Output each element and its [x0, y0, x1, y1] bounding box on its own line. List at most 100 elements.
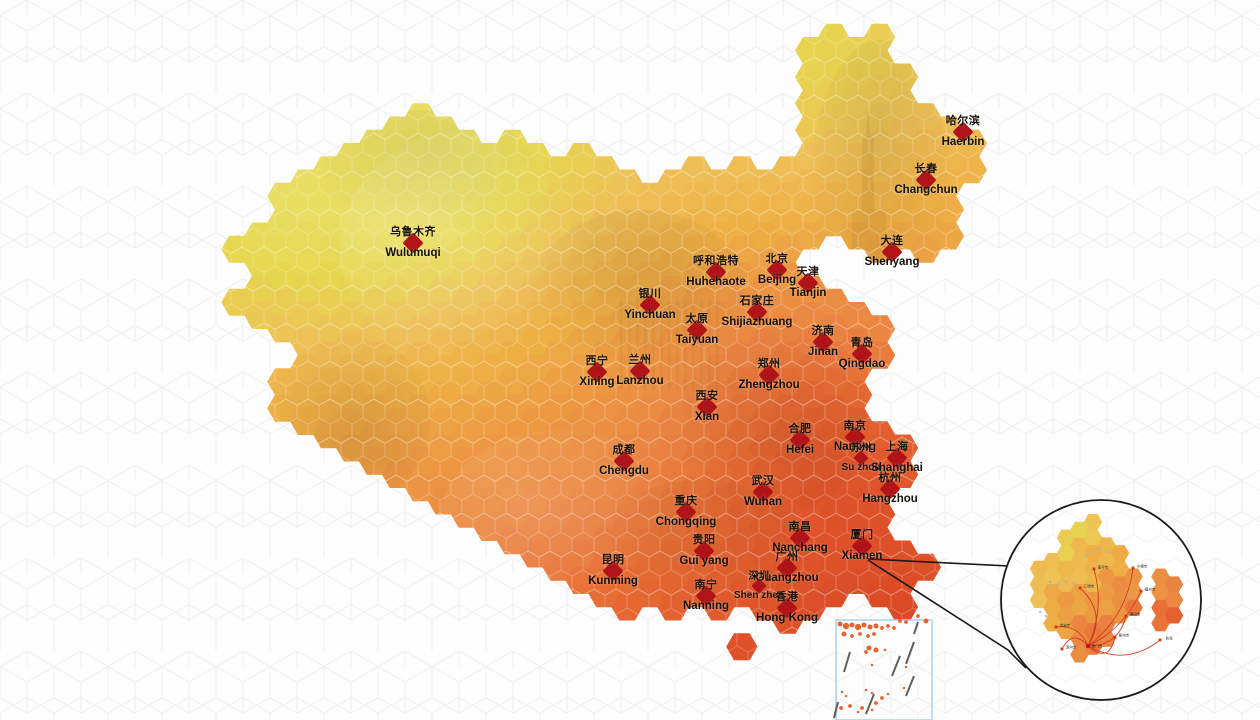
inset-hex-tile [1083, 623, 1103, 640]
sea-islet-dot [864, 688, 868, 692]
inset-hex-tile [1097, 599, 1116, 616]
sea-islet-dot [850, 634, 854, 638]
inset-flow-arc [1061, 637, 1089, 650]
inset-hex-tile [1070, 615, 1089, 632]
inset-flow-arc [1087, 590, 1142, 647]
inset-hex-tile [1070, 552, 1089, 569]
inset-hex-tile [1151, 599, 1170, 616]
sea-islet-dot [874, 701, 878, 705]
sea-islet-dot [880, 626, 884, 630]
inset-flow-arc [1055, 626, 1089, 647]
inset-flow-arc [1087, 615, 1127, 647]
inset-hex-tile [1097, 537, 1116, 554]
inset-hex-tile [1070, 646, 1089, 663]
inset-hex-tile [1056, 607, 1076, 624]
sea-boundary-dash [891, 655, 901, 677]
sea-islet-dot [872, 632, 876, 636]
sea-islet-dot [880, 696, 884, 700]
inset-dest-marker [1131, 566, 1135, 570]
sea-islet-dot [916, 614, 920, 618]
sea-islet-dot [873, 647, 879, 653]
inset-dest-marker [1113, 635, 1117, 639]
inset-hex-tile [1097, 552, 1116, 569]
inset-hex-tile [1164, 591, 1184, 608]
inset-hex-tile [1043, 568, 1062, 585]
inset-hex-tile [1083, 529, 1103, 546]
sea-islet-dot [867, 624, 873, 630]
sea-islet-dot [864, 650, 868, 654]
sea-islet-dot [861, 622, 867, 628]
inset-dest-marker [1078, 586, 1082, 590]
inset-hex-tile [1056, 591, 1076, 608]
inset-hex-tile [1070, 537, 1089, 554]
inset-hex-tile [1110, 576, 1130, 593]
inset-dest-marker [1158, 638, 1162, 642]
sea-islet-dot [866, 634, 870, 638]
inset-hex-tile [1097, 615, 1116, 632]
sea-islet-dot [870, 708, 874, 712]
callout-connector-bottom [867, 559, 1027, 669]
inset-hex-tile [1110, 560, 1130, 577]
inset-hex-tile [1164, 607, 1184, 624]
sea-islet-dot [854, 623, 862, 631]
inset-dest-marker [1054, 625, 1058, 629]
inset-hex-tile [1083, 513, 1103, 531]
sea-boundary-dash [905, 641, 915, 665]
sea-islet-dot [866, 645, 872, 651]
sea-inset-box [835, 619, 933, 720]
sea-islet-dot [849, 622, 855, 628]
inset-hex-tile [1110, 591, 1130, 608]
sea-islet-dot [892, 626, 896, 630]
sea-boundary-dash [833, 701, 839, 719]
inset-hex-tile [1151, 615, 1170, 632]
inset-hex-tile [1056, 529, 1076, 546]
sea-islet-dot [904, 665, 908, 669]
inset-dest-marker [1060, 647, 1064, 651]
sea-islet-dot [886, 692, 890, 696]
inset-hex-tile [1083, 591, 1103, 608]
inset-dest-marker [1092, 567, 1096, 571]
sea-islet-dot [840, 690, 844, 694]
inset-hex-tile [1083, 545, 1103, 562]
sea-boundary-dash [843, 651, 851, 673]
inset-hex-field [1002, 501, 1200, 699]
inset-hex-tile [1124, 568, 1143, 585]
sea-boundary-dash [865, 693, 875, 715]
sea-islet-dot [883, 648, 887, 652]
inset-dest-marker [1124, 614, 1128, 618]
sea-islet-dot [844, 694, 848, 698]
inset-hex-tile [1164, 576, 1184, 593]
inset-hex-tile [1043, 584, 1062, 601]
inset-hex-tile [1056, 545, 1076, 562]
inset-hex-tile [1097, 584, 1116, 601]
inset-hex-tile [1151, 568, 1170, 585]
sea-boundary-dash [905, 675, 915, 697]
sea-islet-dot [923, 618, 929, 624]
inset-hex-tile [1056, 560, 1076, 577]
inset-flow-arc [1087, 568, 1099, 647]
inset-hex-tile [1070, 584, 1089, 601]
sea-islet-dot [886, 624, 890, 628]
sea-islet-dot [902, 686, 906, 690]
inset-hex-tile [1151, 584, 1170, 601]
sea-islet-dot [873, 623, 879, 629]
inset-hex-tile [1029, 591, 1049, 608]
inset-hex-tile [1070, 521, 1089, 538]
sea-islet-dot [858, 632, 862, 636]
inset-hex-tile [1029, 560, 1049, 577]
sea-islet-dot [842, 622, 850, 630]
inset-flow-arc [1087, 567, 1134, 647]
inset-origin-marker [1086, 644, 1090, 648]
sea-islet-dot [870, 663, 874, 667]
inset-hex-tile [1110, 545, 1130, 562]
sea-islet-dot [848, 704, 852, 708]
inset-hex-tile [1097, 630, 1116, 647]
inset-hex-tile [1029, 576, 1049, 593]
sea-islet-dot [837, 621, 843, 627]
inset-hex-tile [1070, 599, 1089, 616]
sea-islet-dot [841, 631, 847, 637]
sea-islet-dot [860, 706, 864, 710]
